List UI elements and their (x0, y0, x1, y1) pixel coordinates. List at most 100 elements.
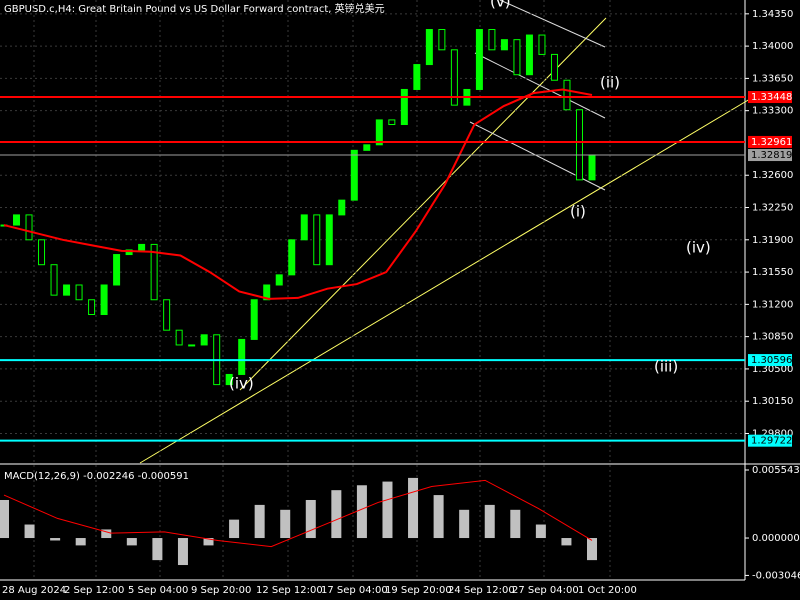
candle (25, 214, 33, 241)
x-tick-label: 1 Oct 20:00 (578, 585, 637, 596)
candle (250, 299, 258, 340)
wave-label: (v) (490, 0, 511, 11)
candle (413, 64, 421, 90)
y-tick-label: 1.34000 (752, 41, 793, 52)
histogram-bar (510, 509, 521, 539)
histogram-bar (280, 509, 291, 539)
x-tick-label: 24 Sep 12:00 (448, 585, 515, 596)
candle (363, 144, 371, 151)
price-tag-label: 1.32819 (751, 150, 792, 161)
channel-line (499, 0, 606, 48)
histogram-bar (126, 538, 137, 546)
x-tick-label: 17 Sep 04:00 (321, 585, 388, 596)
candle (138, 243, 146, 251)
histogram-bar (561, 538, 572, 546)
candle (325, 214, 333, 266)
candle (300, 214, 308, 241)
signal-line (3, 479, 593, 548)
y-tick-label: 1.31550 (752, 267, 793, 278)
histogram-bar (0, 499, 9, 539)
y-tick-label: 1.30500 (752, 364, 793, 375)
histogram-bar (587, 538, 597, 561)
histogram-bar (408, 477, 419, 539)
price-tag (748, 135, 792, 148)
y-tick-label: -0.003046 (752, 570, 800, 581)
histogram-bar (433, 495, 444, 539)
candle (450, 49, 458, 106)
candle (50, 264, 58, 296)
candle (388, 119, 396, 126)
candle (500, 39, 508, 51)
price-tag-label: 1.32961 (751, 137, 792, 148)
histogram-bar (331, 490, 342, 539)
candle (425, 29, 433, 66)
candle (488, 29, 496, 51)
histogram-bar (152, 538, 163, 561)
wave-label: (iv) (229, 375, 254, 393)
candle (513, 39, 521, 76)
x-tick-label: 19 Sep 20:00 (385, 585, 452, 596)
candle (163, 299, 171, 331)
histogram-bar (382, 481, 393, 539)
candle (175, 329, 183, 346)
candle (38, 239, 46, 266)
price-tag (748, 434, 792, 447)
histogram-bar (75, 538, 86, 546)
channel-line (474, 52, 606, 119)
x-tick-label: 5 Sep 04:00 (128, 585, 188, 596)
candle (238, 338, 246, 375)
candle (125, 249, 133, 256)
candle (100, 284, 108, 316)
y-tick-label: 1.30150 (752, 396, 793, 407)
candle (350, 149, 358, 201)
histogram-bar (203, 538, 214, 546)
histogram-bar (484, 504, 495, 539)
histogram-bar (229, 519, 240, 539)
y-tick-label: 1.31900 (752, 235, 793, 246)
trend-line (239, 17, 607, 391)
candle (575, 109, 583, 181)
wave-label: (i) (570, 203, 586, 221)
candle (400, 88, 408, 126)
wave-label: (iv) (686, 239, 711, 257)
candle (538, 34, 546, 55)
y-tick-label: 1.30850 (752, 332, 793, 343)
histogram-bar (459, 509, 470, 539)
y-tick-label: 1.32250 (752, 203, 793, 214)
price-tag-label: 1.33448 (751, 92, 792, 103)
candle (563, 79, 571, 111)
y-tick-label: 1.32600 (752, 170, 793, 181)
candle (275, 274, 283, 286)
y-tick-label: 1.33300 (752, 106, 793, 117)
candle (225, 373, 233, 386)
candle (263, 284, 271, 301)
y-tick-label: 1.34350 (752, 9, 793, 20)
price-tag (748, 149, 792, 162)
histogram-bar (254, 504, 265, 539)
chart-title: GBPUSD.c,H4: Great Britain Pound vs US D… (4, 2, 385, 15)
histogram-bar (177, 538, 188, 566)
y-tick-label: 0.005543 (752, 465, 800, 476)
y-tick-label: 1.31200 (752, 299, 793, 310)
y-tick-label: 1.33650 (752, 73, 793, 84)
candle (288, 239, 296, 276)
candle (475, 29, 483, 90)
candle (13, 214, 21, 226)
histogram-bar (24, 524, 35, 539)
histogram-bar (50, 538, 61, 541)
x-tick-label: 2 Sep 12:00 (64, 585, 124, 596)
candle (375, 119, 383, 146)
candle (438, 29, 446, 51)
wave-label: (iii) (654, 358, 678, 376)
x-tick-label: 12 Sep 12:00 (256, 585, 323, 596)
candle (525, 34, 533, 76)
candle (88, 299, 96, 316)
price-tag (748, 91, 792, 104)
wave-label: (ii) (600, 74, 620, 92)
histogram-bar (356, 485, 367, 539)
moving-average (3, 88, 593, 300)
candle (313, 214, 321, 266)
x-tick-label: 9 Sep 20:00 (191, 585, 251, 596)
